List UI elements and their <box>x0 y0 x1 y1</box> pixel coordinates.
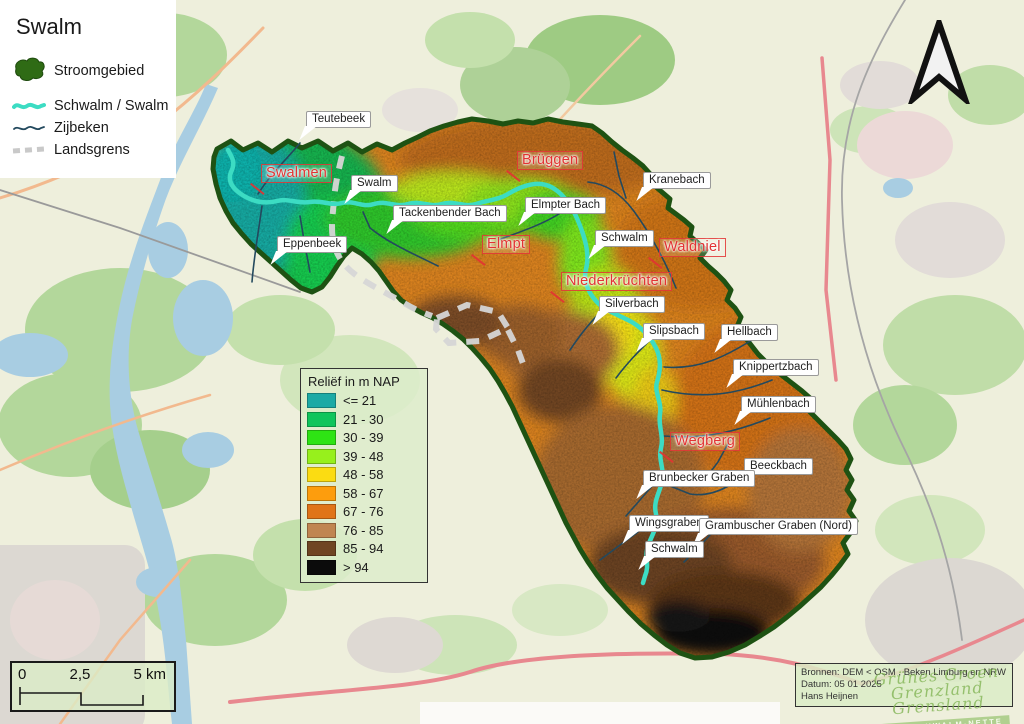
relief-swatch <box>307 448 336 464</box>
stream-label-swalm: Swalm <box>351 175 398 192</box>
legend-item-zijbeken: Zijbeken <box>12 120 176 136</box>
relief-class-row: 30 - 39 <box>307 430 421 445</box>
relief-swatch <box>307 430 336 445</box>
stream-label-silverbach: Silverbach <box>599 296 665 313</box>
relief-class-row: 85 - 94 <box>307 541 421 556</box>
stream-label-schwalm-mid: Schwalm <box>595 230 654 247</box>
watershed-blob-icon <box>12 54 46 88</box>
attribution-box: Bronnen: DEM < OSM , Beken Limburg en NR… <box>795 663 1013 707</box>
national-border <box>328 155 528 371</box>
river-line-icon <box>12 99 46 113</box>
legend-panel: Swalm Stroomgebied Schwalm / Swalm <box>0 0 176 178</box>
stream-label-schwalm-south: Schwalm <box>645 541 704 558</box>
water-areas <box>0 84 913 724</box>
place-label-brueggen: Brüggen <box>517 151 584 170</box>
attribution-sources: Bronnen: DEM < OSM , Beken Limburg en NR… <box>801 667 1006 678</box>
stream-label-kranebach: Kranebach <box>643 172 711 189</box>
north-arrow-icon <box>908 20 970 104</box>
stream-label-grambuscher-graben: Grambuscher Graben (Nord) <box>699 518 858 535</box>
legend-item-landsgrens: Landsgrens <box>12 142 176 158</box>
place-label-swalmen: Swalmen <box>261 164 333 183</box>
stream-label-beeckbach: Beeckbach <box>744 458 813 475</box>
stream-label-knippertzbach: Knippertzbach <box>733 359 819 376</box>
legend-item-schwalm: Schwalm / Swalm <box>12 98 176 114</box>
place-label-niederkruechten: Niederkrüchten <box>561 272 673 291</box>
relief-class-row: 58 - 67 <box>307 485 421 501</box>
border-dash-icon <box>12 143 46 157</box>
place-label-elmpt: Elmpt <box>482 235 531 254</box>
place-label-wegberg: Wegberg <box>670 432 740 451</box>
relief-class-row: 48 - 58 <box>307 467 421 482</box>
relief-class-row: <= 21 <box>307 393 421 408</box>
stream-label-hellbach: Hellbach <box>721 324 778 341</box>
relief-class-row: 76 - 85 <box>307 522 421 538</box>
stream-label-brunbecker-graben: Brunbecker Graben <box>643 470 756 487</box>
stream-label-wingsgraben: Wingsgraben <box>629 515 709 532</box>
legend-label: Schwalm / Swalm <box>54 98 169 114</box>
scale-tick-0: 0 <box>18 666 27 683</box>
stream-label-tackenbender-bach: Tackenbender Bach <box>393 205 507 222</box>
relief-class-row: 67 - 76 <box>307 504 421 519</box>
page-title: Swalm <box>16 14 83 39</box>
scale-tick-5km: 5 km <box>133 666 166 683</box>
stream-label-muehlenbach: Mühlenbach <box>741 396 816 413</box>
scale-bar-rule <box>19 687 144 706</box>
tributary-line-icon <box>12 121 46 135</box>
legend-item-stroomgebied: Stroomgebied <box>12 54 176 88</box>
relief-swatch <box>307 504 336 519</box>
relief-class-row: 21 - 30 <box>307 411 421 427</box>
place-label-waldniel: Waldniel <box>659 238 726 257</box>
relief-swatch <box>307 485 336 501</box>
relief-swatch <box>307 541 336 556</box>
legend-label: Landsgrens <box>54 142 130 158</box>
relief-swatch <box>307 522 336 538</box>
stream-label-elmpter-bach: Elmpter Bach <box>525 197 607 214</box>
stream-label-teutebeek: Teutebeek <box>306 111 372 128</box>
stream-label-slipsbach: Slipsbach <box>643 323 705 340</box>
relief-swatch <box>307 411 336 427</box>
relief-class-row: > 94 <box>307 559 421 575</box>
attribution-date: Datum: 05 01 2025 <box>801 678 882 690</box>
relief-legend: Reliëf in m NAP <= 21 21 - 30 30 - 39 39… <box>300 368 428 583</box>
relief-legend-title: Reliëf in m NAP <box>308 374 400 389</box>
relief-swatch <box>307 559 336 575</box>
scale-tick-2-5: 2,5 <box>69 666 91 683</box>
attribution-author: Hans Heijnen <box>801 690 859 702</box>
scale-bar: 0 2,5 5 km <box>10 661 176 712</box>
relief-swatch <box>307 467 336 482</box>
legend-label: Stroomgebied <box>54 63 145 79</box>
stream-label-eppenbeek: Eppenbeek <box>277 236 348 253</box>
relief-swatch <box>307 393 336 408</box>
legend-label: Zijbeken <box>54 120 109 136</box>
relief-class-row: 39 - 48 <box>307 448 421 464</box>
